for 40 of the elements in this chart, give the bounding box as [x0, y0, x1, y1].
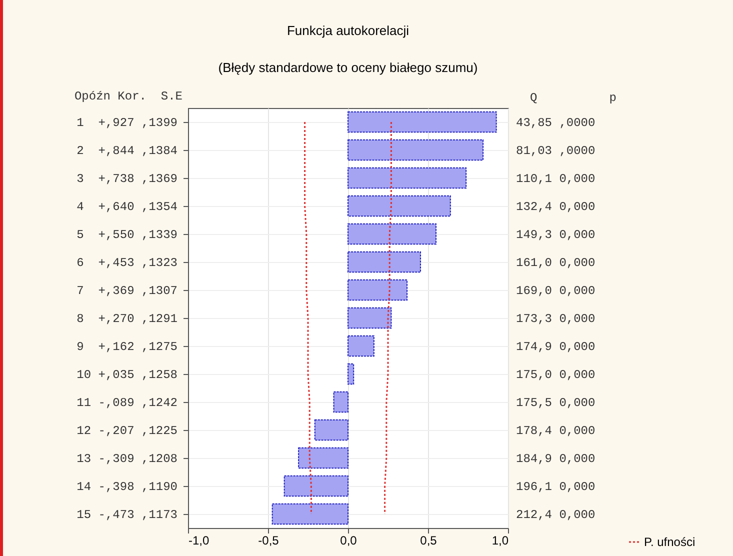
text: 161,0 0,000 [516, 256, 596, 270]
text: 175,0 0,000 [516, 368, 596, 382]
y-tick-label: 7 +,369 ,1307 [76, 284, 178, 298]
legend-label: P. ufności [644, 535, 696, 549]
y-tick-label: 11 -,089 ,1242 [76, 396, 178, 410]
text: 174,9 0,000 [516, 340, 596, 354]
y-tick-label: 4 +,640 ,1354 [76, 200, 178, 214]
text: 43,85 ,0000 [516, 116, 596, 130]
y-tick-label: 3 +,738 ,1369 [76, 172, 178, 186]
text: 110,1 0,000 [516, 172, 596, 186]
y-tick-label: 2 +,844 ,1384 [76, 144, 178, 158]
text: 149,3 0,000 [516, 228, 596, 242]
y-axis-title: Opóźn Kor. S.E [74, 90, 182, 104]
text: 175,5 0,000 [516, 396, 596, 410]
x-tick-label: 0,5 [420, 534, 438, 548]
y-tick-label: 9 +,162 ,1275 [76, 340, 178, 354]
x-tick-label: 0,0 [340, 534, 358, 548]
text: 169,0 0,000 [516, 284, 596, 298]
y-tick-label: 13 -,309 ,1208 [76, 452, 178, 466]
y-tick-label: 15 -,473 ,1173 [76, 508, 178, 522]
chart-subtitle: (Błędy standardowe to oceny białego szumu) [218, 60, 478, 75]
text: 178,4 0,000 [516, 424, 596, 438]
y-tick-label: 1 +,927 ,1399 [76, 116, 178, 130]
y-tick-label: 5 +,550 ,1339 [76, 228, 178, 242]
text: 212,4 0,000 [516, 508, 596, 522]
y2-axis-title: Q p [530, 91, 616, 105]
text: 184,9 0,000 [516, 452, 596, 466]
y-tick-label: 14 -,398 ,1190 [76, 480, 178, 494]
chart-title: Funkcja autokorelacji [286, 23, 410, 38]
x-tick-label: 1,0 [492, 534, 509, 548]
x-tick-label: -1,0 [188, 534, 210, 548]
y-tick-label: 10 +,035 ,1258 [76, 368, 178, 382]
text: 173,3 0,000 [516, 312, 596, 326]
text: 81,03 ,0000 [516, 144, 596, 158]
text: 132,4 0,000 [516, 200, 596, 214]
y-tick-label: 12 -,207 ,1225 [76, 424, 178, 438]
y-tick-label: 6 +,453 ,1323 [76, 256, 178, 270]
text: 196,1 0,000 [516, 480, 596, 494]
x-tick-label: -0,5 [258, 534, 280, 548]
y-tick-label: 8 +,270 ,1291 [76, 312, 178, 326]
